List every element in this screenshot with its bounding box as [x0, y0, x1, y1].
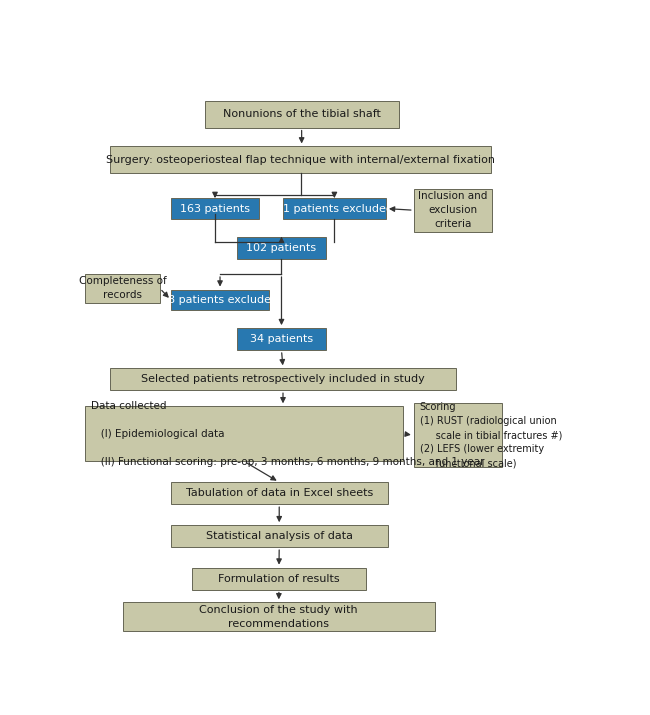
FancyBboxPatch shape — [171, 198, 259, 219]
Text: Tabulation of data in Excel sheets: Tabulation of data in Excel sheets — [186, 488, 373, 498]
FancyBboxPatch shape — [205, 102, 398, 128]
Text: Conclusion of the study with
recommendations: Conclusion of the study with recommendat… — [200, 604, 358, 628]
Text: Formulation of results: Formulation of results — [218, 573, 340, 583]
FancyBboxPatch shape — [171, 290, 269, 310]
Text: Nonunions of the tibial shaft: Nonunions of the tibial shaft — [223, 109, 381, 119]
Text: Completeness of
records: Completeness of records — [79, 277, 166, 300]
FancyBboxPatch shape — [111, 147, 491, 173]
Text: Surgery: osteoperiosteal flap technique with internal/external fixation: Surgery: osteoperiosteal flap technique … — [106, 154, 495, 164]
Text: 34 patients: 34 patients — [250, 334, 313, 344]
Text: Inclusion and
exclusion
criteria: Inclusion and exclusion criteria — [418, 191, 488, 230]
Text: Statistical analysis of data: Statistical analysis of data — [205, 531, 353, 541]
Text: 61 patients excluded: 61 patients excluded — [276, 204, 393, 214]
FancyBboxPatch shape — [237, 328, 326, 350]
FancyBboxPatch shape — [171, 525, 387, 547]
FancyBboxPatch shape — [283, 198, 386, 219]
FancyBboxPatch shape — [414, 403, 502, 467]
FancyBboxPatch shape — [123, 602, 435, 631]
FancyBboxPatch shape — [414, 189, 492, 232]
Text: Scoring
(1) RUST (radiological union
     scale in tibial fractures #)
(2) LEFS : Scoring (1) RUST (radiological union sca… — [420, 402, 562, 468]
FancyBboxPatch shape — [237, 237, 326, 259]
FancyBboxPatch shape — [111, 368, 456, 390]
Text: 68 patients excluded: 68 patients excluded — [161, 295, 279, 305]
FancyBboxPatch shape — [171, 482, 387, 504]
FancyBboxPatch shape — [192, 568, 366, 590]
Text: 102 patients: 102 patients — [246, 242, 317, 252]
Text: Data collected

   (I) Epidemiological data

   (II) Functional scoring: pre-op,: Data collected (I) Epidemiological data … — [91, 400, 485, 467]
Text: 163 patients: 163 patients — [180, 204, 250, 214]
FancyBboxPatch shape — [85, 274, 160, 302]
Text: Selected patients retrospectively included in study: Selected patients retrospectively includ… — [141, 374, 425, 384]
FancyBboxPatch shape — [85, 406, 402, 461]
